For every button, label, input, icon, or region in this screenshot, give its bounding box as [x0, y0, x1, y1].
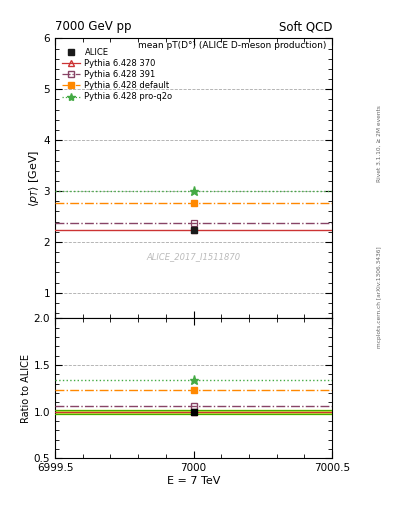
Y-axis label: $\langle p_T \rangle$ [GeV]: $\langle p_T \rangle$ [GeV]: [27, 150, 41, 207]
Y-axis label: Ratio to ALICE: Ratio to ALICE: [21, 354, 31, 423]
Text: mean pT(D°) (ALICE D-meson production): mean pT(D°) (ALICE D-meson production): [138, 41, 327, 50]
Text: mcplots.cern.ch [arXiv:1306.3436]: mcplots.cern.ch [arXiv:1306.3436]: [377, 246, 382, 348]
Bar: [55, 410, 332, 414]
Text: Rivet 3.1.10, ≥ 2M events: Rivet 3.1.10, ≥ 2M events: [377, 105, 382, 182]
Legend: ALICE, Pythia 6.428 370, Pythia 6.428 391, Pythia 6.428 default, Pythia 6.428 pr: ALICE, Pythia 6.428 370, Pythia 6.428 39…: [62, 48, 173, 101]
Text: ALICE_2017_I1511870: ALICE_2017_I1511870: [147, 252, 241, 261]
Text: 7000 GeV pp: 7000 GeV pp: [55, 20, 132, 33]
X-axis label: E = 7 TeV: E = 7 TeV: [167, 476, 220, 486]
Text: Soft QCD: Soft QCD: [279, 20, 332, 33]
